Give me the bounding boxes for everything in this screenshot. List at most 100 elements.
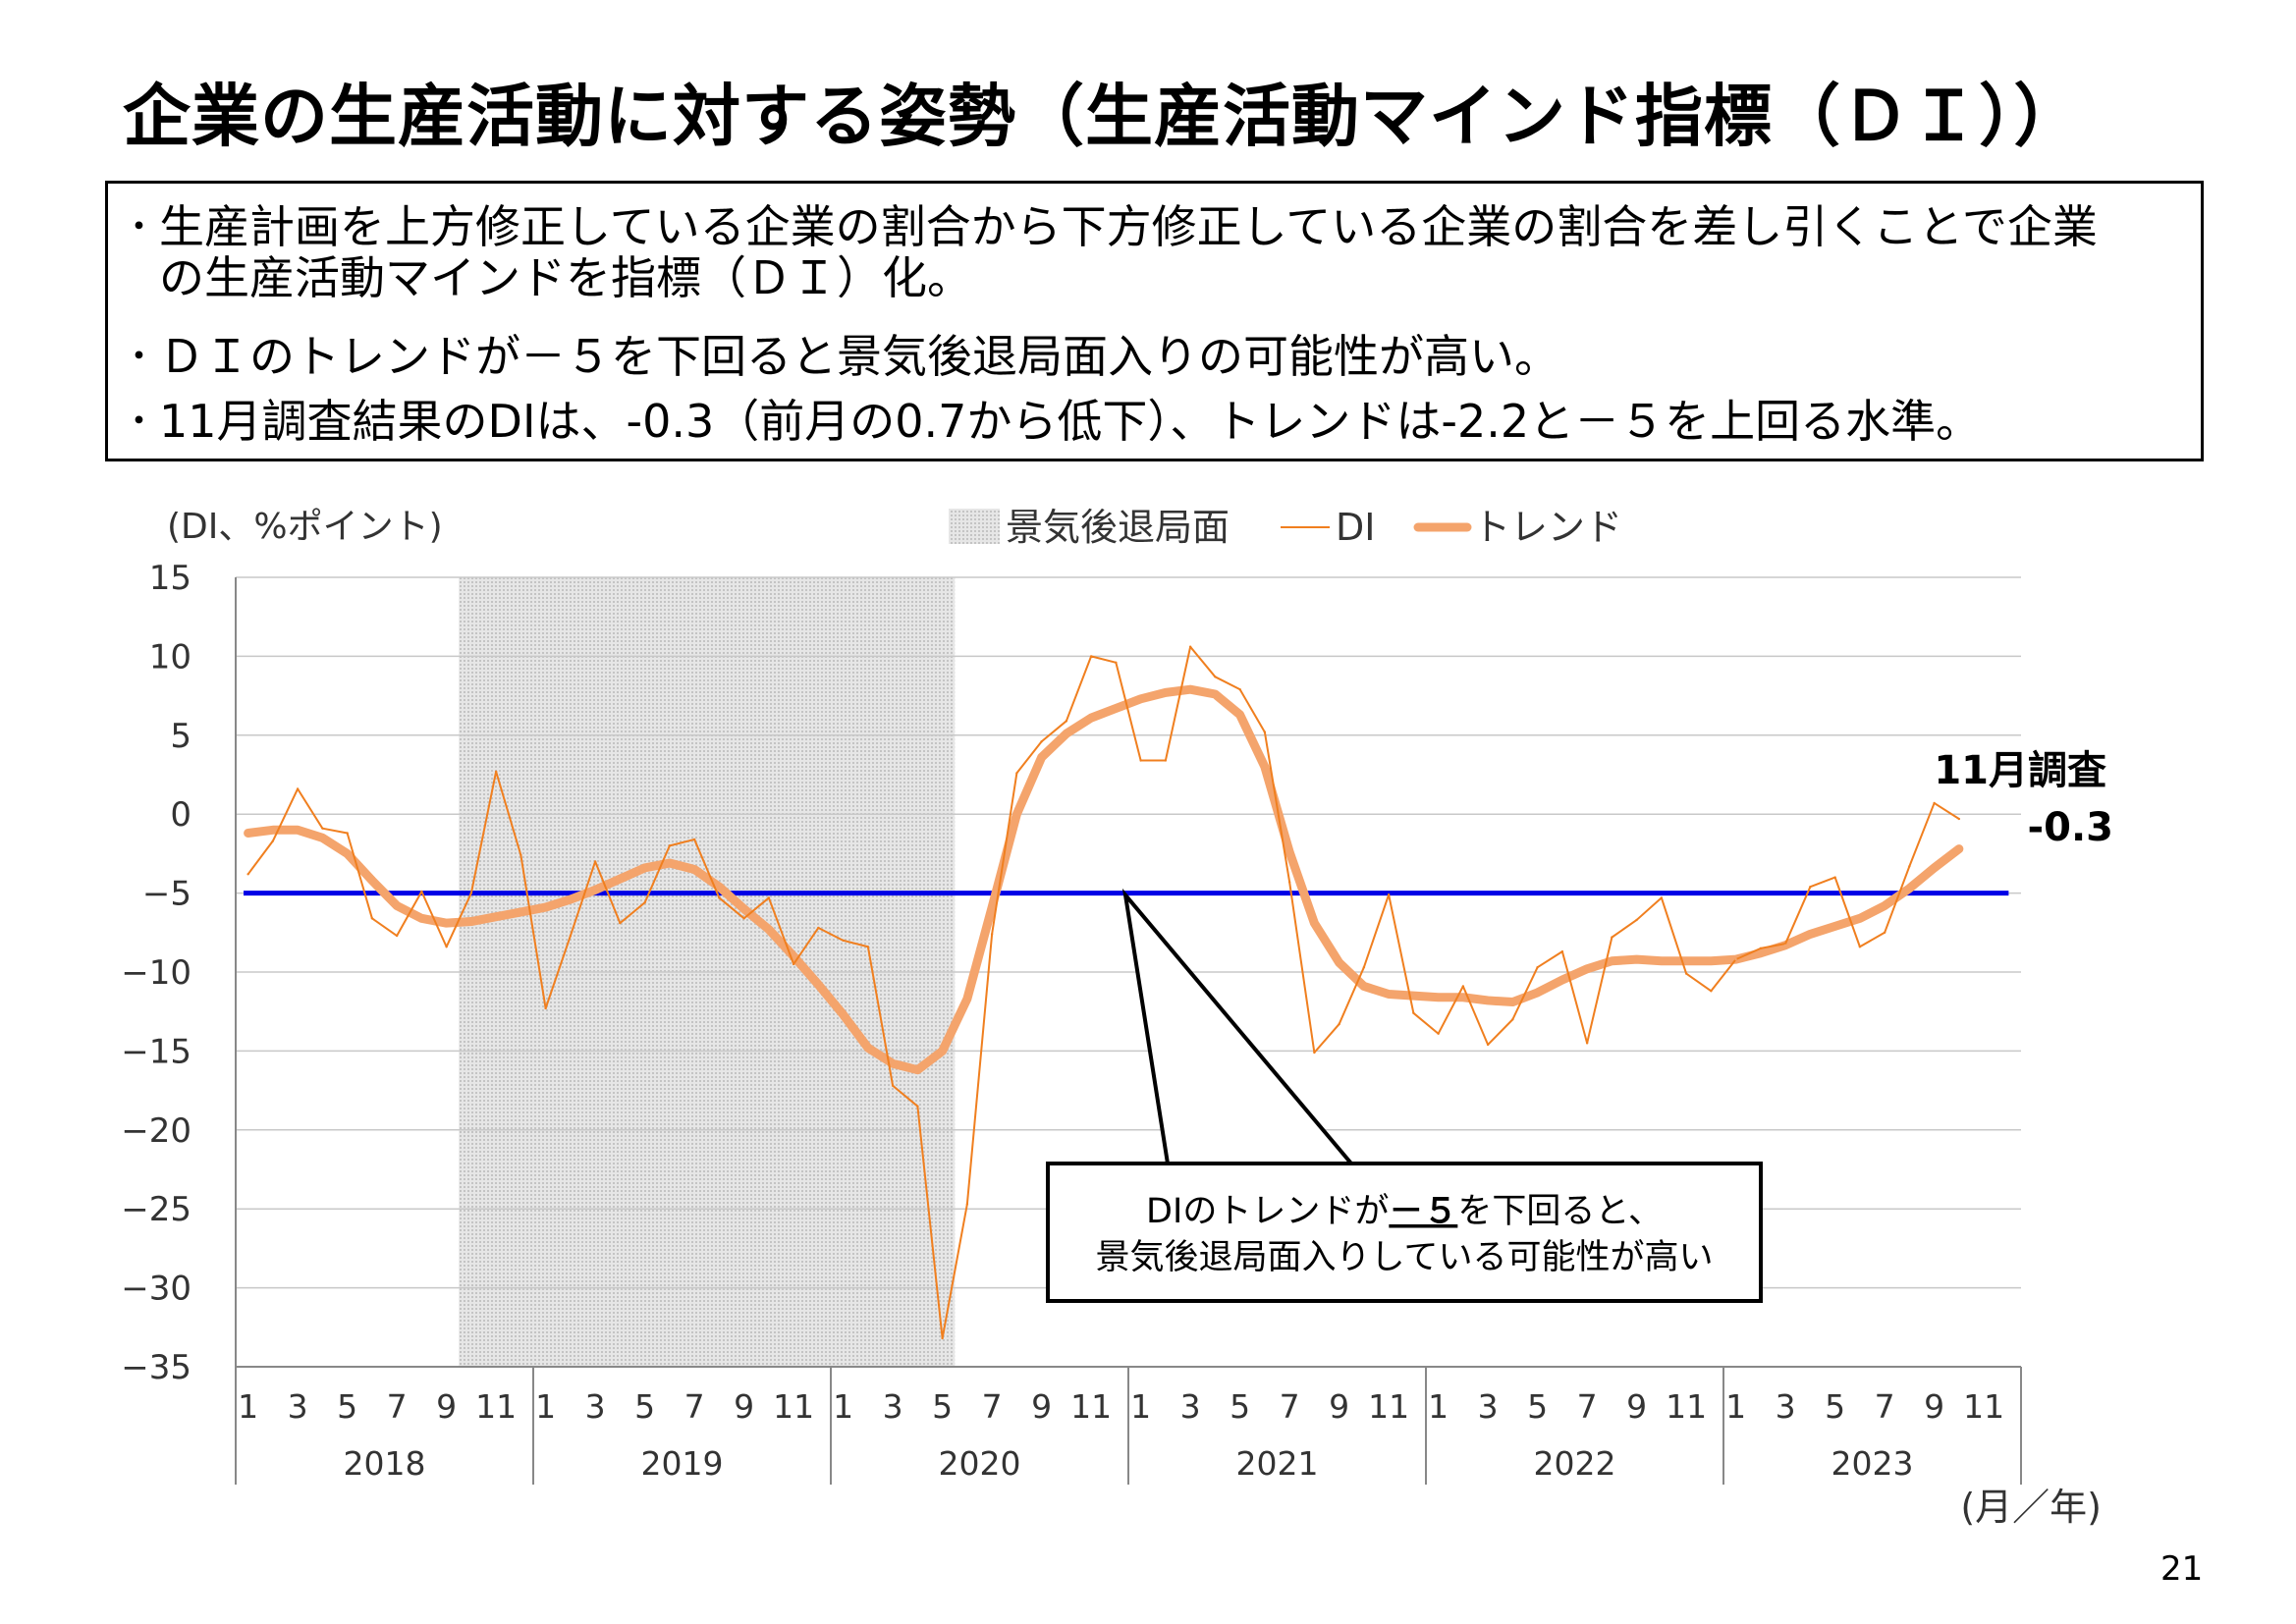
trend-point — [1585, 967, 1589, 970]
bullet-marker: ･ — [128, 200, 150, 253]
trend-point — [1412, 994, 1415, 998]
y-axis-title: (DI、%ポイント) — [167, 507, 443, 547]
di-point — [593, 860, 597, 863]
y-tick-label: 0 — [170, 795, 191, 835]
x-year-label: 2021 — [1236, 1444, 1319, 1483]
trend-point — [1164, 691, 1168, 694]
di-point — [1809, 885, 1812, 889]
x-month-label: 5 — [1825, 1387, 1845, 1426]
di-point — [1883, 931, 1886, 934]
di-point — [1214, 676, 1217, 678]
x-month-label: 5 — [337, 1387, 357, 1426]
trend-point — [1957, 847, 1961, 850]
trend-point — [1883, 904, 1886, 907]
x-month-label: 1 — [1725, 1387, 1746, 1426]
x-month-label: 3 — [1776, 1387, 1796, 1426]
x-month-label: 11 — [1666, 1387, 1707, 1426]
trend-point — [296, 829, 300, 832]
trend-point — [469, 920, 473, 923]
x-month-label: 9 — [1626, 1387, 1647, 1426]
x-month-label: 7 — [684, 1387, 705, 1426]
di-point — [1461, 985, 1465, 988]
x-month-label: 3 — [585, 1387, 606, 1426]
di-point — [619, 921, 622, 925]
summary-bullet-2: ･ ＤＩのトレンドが－５を下回ると景気後退局面入りの可能性が高い。 — [128, 331, 1559, 382]
y-tick-label: −15 — [121, 1032, 191, 1071]
page-number: 21 — [2160, 1549, 2204, 1589]
trend-point — [569, 897, 573, 901]
trend-point — [1635, 957, 1638, 961]
di-point — [1635, 918, 1638, 922]
di-point — [692, 838, 696, 841]
trend-point — [842, 1013, 845, 1016]
trend-point — [395, 904, 399, 907]
callout-line-1-pre: DIのトレンドが — [1146, 1192, 1389, 1231]
trend-point — [593, 889, 597, 892]
di-point — [792, 962, 795, 966]
di-point — [1560, 949, 1564, 953]
di-point — [1313, 1051, 1316, 1055]
x-month-label: 7 — [1577, 1387, 1598, 1426]
x-month-label: 9 — [436, 1387, 457, 1426]
page-title: 企業の生産活動に対する姿勢（生産活動マインド指標（ＤＩ）） — [123, 78, 2083, 156]
x-month-label: 9 — [1329, 1387, 1349, 1426]
trend-point — [1908, 887, 1911, 890]
trend-point — [866, 1046, 870, 1050]
di-point — [1188, 645, 1192, 648]
di-point — [1164, 759, 1168, 762]
trend-point — [1511, 1001, 1514, 1003]
di-point — [965, 1203, 969, 1206]
trend-point — [1759, 951, 1763, 954]
y-tick-label: 10 — [149, 637, 191, 677]
x-month-label: 3 — [1180, 1387, 1201, 1426]
x-month-label: 11 — [475, 1387, 517, 1426]
x-month-label: 1 — [833, 1387, 853, 1426]
trend-point — [494, 915, 498, 918]
bullet-text: 11月調査結果のDIは、-0.3（前月の0.7から低下）、トレンドは-2.2と－… — [159, 395, 1982, 448]
trend-point — [668, 861, 672, 865]
callout-box — [1046, 1162, 1763, 1303]
bullet-marker: ･ — [128, 395, 150, 448]
trend-point — [1486, 999, 1490, 1002]
x-month-label: 1 — [1428, 1387, 1449, 1426]
trend-point — [1015, 813, 1018, 816]
trend-point — [1536, 991, 1539, 995]
y-tick-label: 15 — [149, 559, 191, 598]
trend-point — [1387, 993, 1391, 996]
x-month-label: 3 — [883, 1387, 903, 1426]
trend-point — [1089, 716, 1093, 720]
x-month-label: 5 — [1230, 1387, 1250, 1426]
trend-point — [370, 879, 374, 882]
di-point — [1684, 972, 1688, 975]
x-year-label: 2022 — [1534, 1444, 1616, 1483]
di-point — [941, 1336, 944, 1340]
trend-point — [965, 998, 969, 1001]
di-point — [643, 901, 646, 904]
y-tick-label: −10 — [121, 953, 191, 993]
x-month-label: 7 — [982, 1387, 1003, 1426]
trend-point — [891, 1062, 895, 1065]
y-tick-label: −30 — [121, 1270, 191, 1309]
x-month-label: 7 — [387, 1387, 408, 1426]
x-year-label: 2018 — [344, 1444, 426, 1483]
trend-point — [420, 917, 423, 920]
callout-line-1: DIのトレンドが－５を下回ると、 — [1146, 1192, 1663, 1231]
di-point — [767, 896, 771, 899]
di-point — [1015, 772, 1018, 775]
x-year-label: 2020 — [939, 1444, 1021, 1483]
trend-point — [1238, 713, 1241, 717]
x-month-label: 3 — [288, 1387, 308, 1426]
di-point — [469, 892, 473, 894]
x-axis-title: (月／年) — [1960, 1486, 2102, 1529]
trend-point — [445, 921, 448, 925]
di-point — [1585, 1042, 1589, 1045]
trend-point — [271, 829, 275, 832]
latest-survey-label: 11月調査 — [1934, 748, 2106, 793]
x-month-label: 5 — [1527, 1387, 1548, 1426]
trend-point — [1139, 697, 1142, 701]
callout-line-1-post: を下回ると、 — [1457, 1192, 1663, 1231]
y-tick-label: 5 — [170, 717, 191, 756]
di-point — [296, 787, 300, 790]
trend-point — [1783, 944, 1787, 947]
callout-line-1-threshold: －５ — [1389, 1192, 1457, 1231]
